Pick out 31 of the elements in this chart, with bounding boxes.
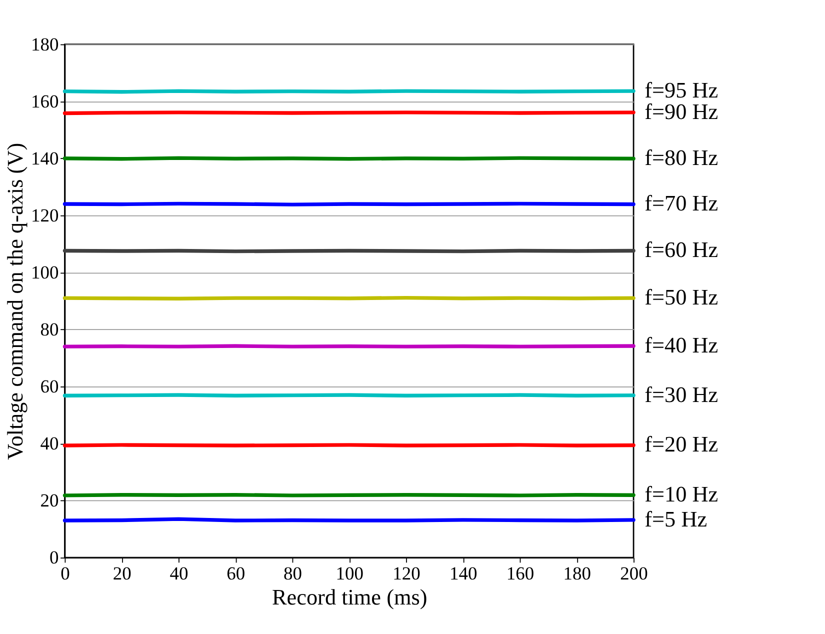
x-tick-label: 160: [506, 563, 534, 584]
series-label: f=5 Hz: [644, 506, 708, 532]
y-tick-label: 40: [40, 434, 59, 454]
y-tick-label: 140: [30, 148, 59, 168]
x-tick-label: 40: [170, 563, 188, 584]
series-label: f=20 Hz: [644, 432, 718, 457]
y-tick-label: 100: [30, 262, 59, 282]
y-tick-label: 20: [40, 490, 59, 511]
x-tick-label: 100: [336, 563, 364, 584]
x-tick-label: 200: [620, 563, 648, 584]
y-tick-label: 180: [30, 34, 59, 54]
series-label: f=30 Hz: [644, 382, 718, 407]
x-tick-label: 140: [450, 563, 478, 584]
x-tick-label: 20: [112, 563, 132, 584]
series-label: f=70 Hz: [644, 190, 718, 216]
y-tick-label: 0: [49, 548, 59, 568]
x-axis-title: Record time (ms): [272, 584, 428, 610]
y-axis-title: Voltage command on the q-axis (V): [2, 142, 28, 460]
series-label: f=80 Hz: [644, 145, 718, 170]
y-tick-label: 80: [40, 319, 59, 340]
x-tick-label: 60: [226, 563, 246, 584]
series-label: f=10 Hz: [644, 482, 718, 507]
series-label: f=60 Hz: [644, 237, 718, 262]
y-tick-label: 160: [30, 91, 59, 112]
y-tick-label: 60: [40, 376, 59, 396]
y-tick-label: 120: [30, 205, 59, 226]
x-tick-label: 120: [392, 563, 420, 584]
series-label: f=40 Hz: [644, 332, 718, 358]
x-tick-label: 180: [563, 563, 591, 584]
series-label: f=50 Hz: [644, 284, 718, 310]
x-tick-label: 80: [283, 563, 302, 584]
